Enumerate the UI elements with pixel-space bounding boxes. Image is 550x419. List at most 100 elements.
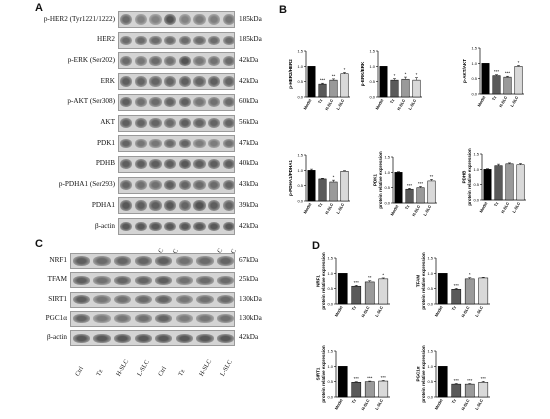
blot-strip-a-9	[118, 197, 235, 215]
category-label: L-SLC	[474, 305, 484, 318]
y-axis-label: PDHB	[461, 170, 466, 184]
category-label: Model	[389, 204, 399, 217]
blot-band	[178, 76, 191, 88]
blot-band	[175, 294, 194, 305]
blot-band	[178, 97, 191, 108]
blot-band	[207, 117, 221, 129]
blot-band	[149, 139, 162, 148]
y-axis-label: protein relative expression	[467, 148, 472, 206]
blot-label-c-2: SIRT1	[48, 294, 67, 303]
blot-band	[222, 159, 234, 170]
category-label: H-SLC	[360, 398, 370, 411]
y-tick-label: 0.5	[327, 379, 333, 384]
significance-label: ***	[481, 376, 487, 381]
y-tick-label: 1.0	[427, 364, 433, 369]
kda-label-c-2: 130kDa	[239, 294, 262, 303]
y-axis-label: protein relative expression	[378, 151, 383, 209]
blot-band	[134, 76, 148, 88]
blot-label-a-1: HER2	[97, 35, 115, 44]
blot-band	[217, 333, 234, 343]
blot-band	[134, 13, 148, 26]
blot-band	[134, 294, 152, 305]
significance-label: *	[518, 60, 520, 65]
blot-band	[149, 76, 162, 88]
category-label: H-SLC	[396, 98, 406, 111]
significance-label: *	[344, 67, 346, 72]
blot-band	[193, 159, 206, 170]
category-label: H-SLC	[460, 305, 470, 318]
blot-band	[222, 13, 234, 26]
significance-label: ***	[354, 280, 360, 285]
blot-band	[155, 333, 173, 343]
blot-label-a-8: p-PDHA1 (Ser293)	[58, 180, 115, 189]
blot-band	[155, 256, 173, 266]
bar	[329, 79, 338, 98]
kda-label-a-0: 185kDa	[239, 14, 262, 23]
bar	[340, 171, 349, 202]
bar	[505, 163, 514, 201]
blot-band	[175, 256, 194, 266]
y-tick-label: 0.5	[473, 182, 479, 187]
blot-band	[178, 35, 191, 45]
y-tick-label: 0.5	[327, 286, 333, 291]
blot-band	[164, 35, 177, 45]
category-label: H-SLC	[460, 398, 470, 411]
blot-band	[120, 139, 133, 148]
blot-band	[222, 139, 234, 148]
blot-band	[120, 35, 133, 45]
category-label: Model	[434, 305, 444, 318]
blot-band	[93, 294, 111, 305]
blot-band	[120, 200, 133, 212]
blot-band	[193, 179, 206, 191]
significance-label: ***	[407, 183, 413, 188]
bar	[451, 289, 462, 305]
blot-band	[207, 179, 221, 191]
blot-band	[207, 200, 221, 212]
y-tick-label: 0.0	[427, 395, 433, 400]
y-tick-label: 0.0	[327, 395, 333, 400]
y-tick-label: 1.0	[297, 168, 303, 173]
bar	[337, 366, 348, 398]
bar	[318, 83, 327, 98]
blot-band	[134, 159, 148, 170]
category-label: H-SLC	[324, 98, 334, 111]
blot-band	[120, 13, 133, 26]
blot-strip-a-6	[118, 135, 235, 153]
y-tick-label: 1.0	[384, 170, 390, 175]
blot-band	[217, 275, 234, 285]
bar	[427, 180, 436, 204]
blot-band	[164, 117, 177, 129]
bar	[401, 78, 410, 98]
blot-strip-c-0	[70, 253, 235, 269]
y-tick-label: 1.5	[297, 49, 303, 54]
blot-band	[207, 159, 221, 170]
blot-band	[178, 55, 191, 66]
blot-strip-a-3	[118, 73, 235, 91]
category-label: Model	[374, 98, 384, 111]
blot-band	[155, 275, 173, 285]
blot-band	[193, 35, 206, 45]
kda-label-a-1: 185kDa	[239, 35, 262, 44]
category-label: Model	[302, 98, 312, 111]
blot-band	[149, 13, 162, 26]
y-tick-label: 1.5	[327, 256, 333, 261]
blot-band	[222, 97, 234, 108]
blot-band	[93, 314, 111, 324]
kda-label-a-9: 39kDa	[239, 200, 259, 209]
category-label: L-SLC	[335, 202, 345, 215]
kda-label-a-3: 42kDa	[239, 76, 259, 85]
blot-band	[164, 179, 177, 191]
blot-band	[193, 117, 206, 129]
bar	[379, 66, 388, 98]
y-tick-label: 0.0	[384, 201, 390, 206]
blot-band	[134, 256, 152, 266]
blot-band	[149, 97, 162, 108]
y-tick-label: 1.0	[473, 167, 479, 172]
y-tick-label: 1.0	[297, 64, 303, 69]
category-label: H-SLC	[324, 202, 334, 215]
y-tick-label: 1.5	[327, 349, 333, 354]
blot-band	[196, 275, 214, 285]
blot-band	[196, 314, 214, 324]
blot-band	[72, 294, 90, 305]
y-axis-label: protein relative expression	[421, 252, 426, 310]
